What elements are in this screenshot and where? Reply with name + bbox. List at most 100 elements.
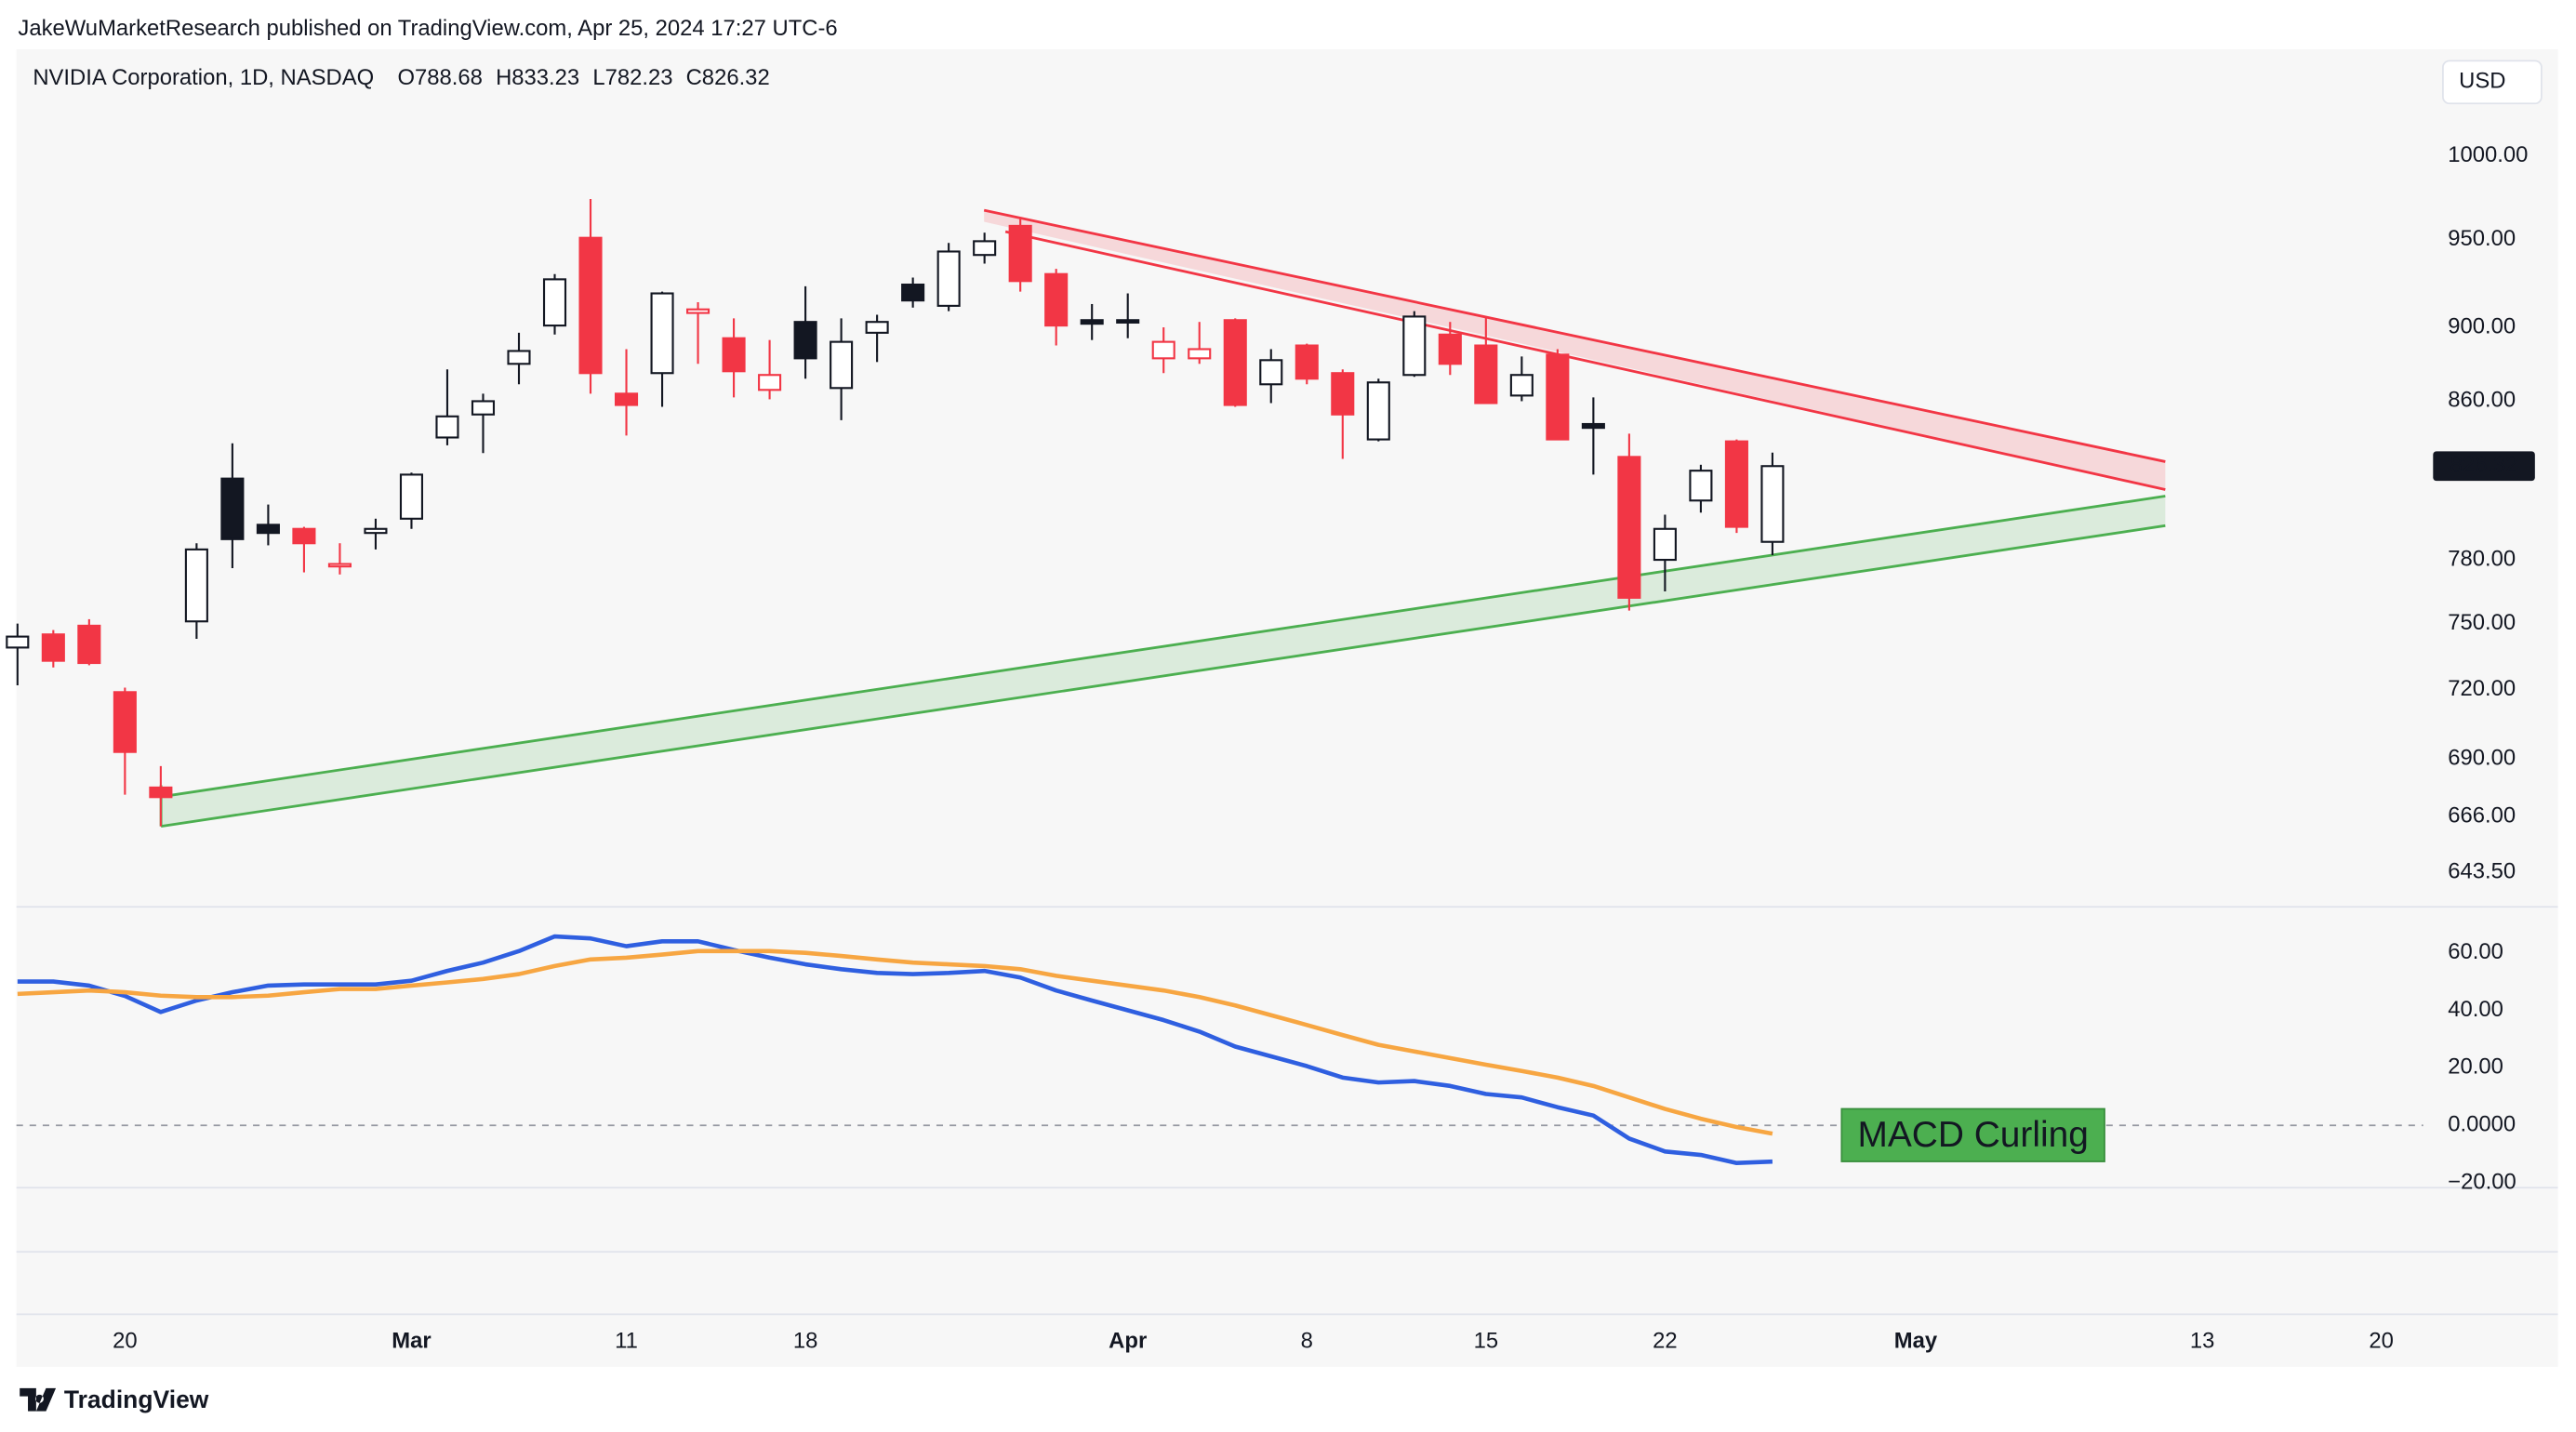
candle-body (364, 527, 388, 535)
candle-body (1509, 374, 1534, 397)
published-line: JakeWuMarketResearch published on Tradin… (18, 16, 837, 41)
y2-tick-label: 60.00 (2448, 939, 2503, 964)
candle-body (184, 548, 208, 623)
last-price-tag (2433, 451, 2535, 482)
annotation-box (1840, 1107, 2105, 1162)
ohlc-value: 833.23 (511, 65, 579, 90)
candle-body (1617, 456, 1641, 599)
candle-body (1689, 470, 1713, 502)
candle-body (1581, 422, 1605, 430)
ohlc-value: 826.32 (702, 65, 770, 90)
candle-body (1295, 344, 1319, 380)
candle-body (471, 400, 496, 416)
x-tick-label: 8 (1301, 1329, 1313, 1354)
macd-line (17, 934, 1773, 1166)
x-tick-label: 13 (2190, 1329, 2215, 1354)
y-tick-label: 780.00 (2448, 546, 2516, 571)
x-tick-label: 15 (1474, 1329, 1499, 1354)
x-tick-label: 11 (615, 1329, 638, 1354)
candle-body (1151, 340, 1175, 360)
y2-tick-label: 0.0000 (2448, 1111, 2516, 1136)
candle-body (1402, 315, 1427, 377)
candle-body (6, 635, 30, 649)
y-tick-label: 950.00 (2448, 226, 2516, 251)
resistance-line (1004, 230, 2166, 491)
y2-tick-label: −20.00 (2448, 1169, 2516, 1194)
candle-body (256, 524, 280, 535)
candle-body (1080, 319, 1104, 325)
candle-body (77, 624, 101, 665)
candle-body (722, 337, 746, 373)
y-tick-label: 720.00 (2448, 676, 2516, 701)
resistance-line (983, 208, 2166, 463)
y-tick-label: 643.50 (2448, 858, 2516, 883)
ohlc-label: O (398, 65, 416, 90)
ohlc-label: C (686, 65, 702, 90)
y2-tick-label: 40.00 (2448, 997, 2503, 1022)
ohlc-header: O788.68 H833.23 L782.23 C826.32 (398, 65, 770, 90)
ohlc-value: 782.23 (605, 65, 673, 90)
candle-body (614, 392, 639, 406)
candle-body (686, 308, 710, 314)
candle-body (1008, 224, 1032, 283)
candle-body (1653, 527, 1677, 562)
candle-body (1223, 319, 1247, 406)
x-tick-label: Mar (392, 1329, 431, 1354)
candle-body (830, 340, 854, 390)
support-line (160, 495, 2166, 799)
candle-body (578, 236, 603, 375)
candle-body (901, 283, 925, 302)
macd-line (17, 948, 1773, 1136)
candle-body (650, 292, 674, 375)
y2-tick-label: 20.00 (2448, 1054, 2503, 1080)
y-tick-label: 666.00 (2448, 802, 2516, 828)
candle-body (113, 691, 137, 753)
candle-body (542, 278, 567, 327)
brand-name: TradingView (64, 1386, 209, 1413)
x-tick-label: 22 (1653, 1329, 1678, 1354)
annotation-text: MACD Curling (1858, 1115, 2089, 1155)
x-tick-label: 18 (793, 1329, 818, 1354)
currency-button[interactable] (2442, 60, 2543, 105)
x-tick-label: May (1894, 1329, 1938, 1354)
ohlc-value: 788.68 (415, 65, 483, 90)
x-tick-label: 20 (113, 1329, 138, 1354)
currency-label[interactable]: USD (2459, 69, 2505, 94)
chart-background (16, 48, 2558, 1367)
candle-body (1760, 465, 1785, 543)
ohlc-label: L (592, 65, 604, 90)
candle-body (1116, 319, 1140, 324)
candle-body (1366, 381, 1390, 441)
x-tick-label: 20 (2369, 1329, 2394, 1354)
candle-body (793, 321, 817, 360)
ohlc-label: H (496, 65, 511, 90)
candle-body (149, 786, 173, 799)
candle-body (758, 374, 782, 391)
candle-body (1438, 333, 1462, 365)
candle-body (1259, 359, 1283, 386)
candle-body (1474, 344, 1498, 404)
candle-body (435, 415, 459, 439)
brand-logo (20, 1387, 57, 1412)
y-tick-label: 750.00 (2448, 610, 2516, 635)
candle-body (1724, 440, 1748, 528)
candle-body (1546, 353, 1570, 441)
symbol-title: NVIDIA Corporation, 1D, NASDAQ (33, 65, 374, 90)
candle-body (865, 321, 889, 334)
y-tick-label: 900.00 (2448, 313, 2516, 338)
candle-body (292, 527, 316, 545)
support-line (160, 524, 2166, 829)
candle-body (327, 563, 352, 568)
resistance-channel (984, 210, 2166, 490)
candle-body (220, 477, 245, 540)
candle-body (507, 350, 531, 365)
candle-body (1331, 372, 1355, 416)
candle-body (936, 250, 961, 307)
candle-body (973, 240, 997, 257)
last-price-label: 826.32 (2450, 453, 2518, 478)
candle-body (41, 633, 65, 662)
x-tick-label: Apr (1109, 1329, 1147, 1354)
candle-body (1188, 348, 1212, 360)
